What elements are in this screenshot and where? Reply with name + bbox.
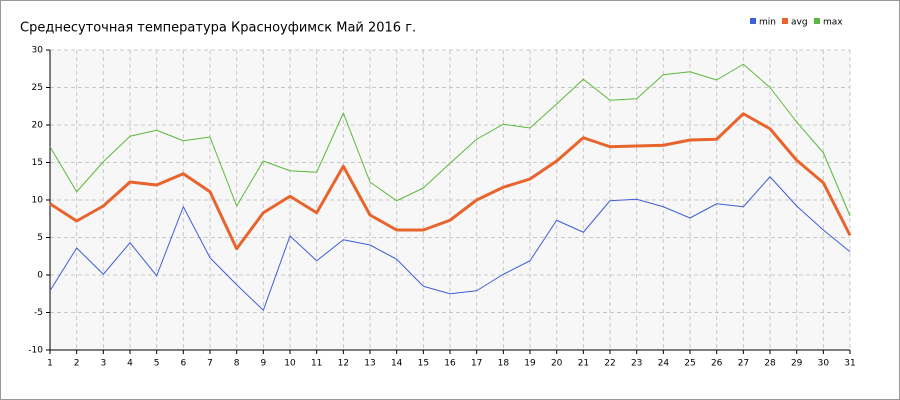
y-tick-label: 5 xyxy=(37,233,43,243)
x-tick-label: 7 xyxy=(207,359,213,369)
x-tick-label: 21 xyxy=(578,359,589,369)
x-tick-label: 15 xyxy=(418,359,429,369)
x-tick-label: 24 xyxy=(658,359,670,369)
legend-label: max xyxy=(823,18,843,28)
x-tick-label: 26 xyxy=(711,359,723,369)
x-tick-label: 9 xyxy=(260,359,266,369)
chart-title: Среднесуточная температура Красноуфимск … xyxy=(20,21,416,36)
y-tick-label: 10 xyxy=(32,196,44,206)
series-line xyxy=(49,112,852,251)
x-tick-label: 8 xyxy=(234,359,240,369)
x-tick-label: 14 xyxy=(391,359,403,369)
x-tick-label: 22 xyxy=(604,359,615,369)
x-tick-label: 19 xyxy=(524,359,536,369)
x-tick-label: 30 xyxy=(818,359,830,369)
x-tick-label: 6 xyxy=(180,359,186,369)
legend-swatch xyxy=(750,18,756,24)
y-tick-label: 15 xyxy=(32,158,43,168)
x-tick-label: 13 xyxy=(364,359,375,369)
x-tick-label: 11 xyxy=(311,359,322,369)
x-tick-label: 31 xyxy=(844,359,855,369)
x-tick-label: 25 xyxy=(684,359,695,369)
series-line xyxy=(49,176,851,311)
legend-label: min xyxy=(759,18,776,28)
legend-swatch xyxy=(782,18,788,24)
x-tick-label: 3 xyxy=(100,359,106,369)
legend-label: avg xyxy=(791,18,808,28)
x-tick-label: 18 xyxy=(498,359,510,369)
x-tick-label: 5 xyxy=(154,359,160,369)
x-tick-label: 12 xyxy=(338,359,349,369)
y-tick-label: 30 xyxy=(32,46,44,56)
y-tick-label: -10 xyxy=(28,346,43,356)
x-tick-label: 23 xyxy=(631,359,642,369)
legend-swatch xyxy=(814,18,820,24)
y-tick-label: -5 xyxy=(34,308,43,318)
x-tick-label: 2 xyxy=(74,359,80,369)
x-tick-label: 28 xyxy=(764,359,776,369)
y-tick-label: 0 xyxy=(37,271,43,281)
series-line xyxy=(49,63,851,216)
x-tick-label: 27 xyxy=(738,359,749,369)
x-tick-label: 16 xyxy=(444,359,456,369)
y-tick-label: 25 xyxy=(32,83,43,93)
x-tick-label: 10 xyxy=(284,359,296,369)
x-tick-label: 1 xyxy=(47,359,53,369)
x-tick-label: 4 xyxy=(127,359,133,369)
x-tick-label: 17 xyxy=(471,359,482,369)
x-tick-label: 29 xyxy=(791,359,803,369)
x-tick-label: 20 xyxy=(551,359,563,369)
y-tick-label: 20 xyxy=(32,121,44,131)
